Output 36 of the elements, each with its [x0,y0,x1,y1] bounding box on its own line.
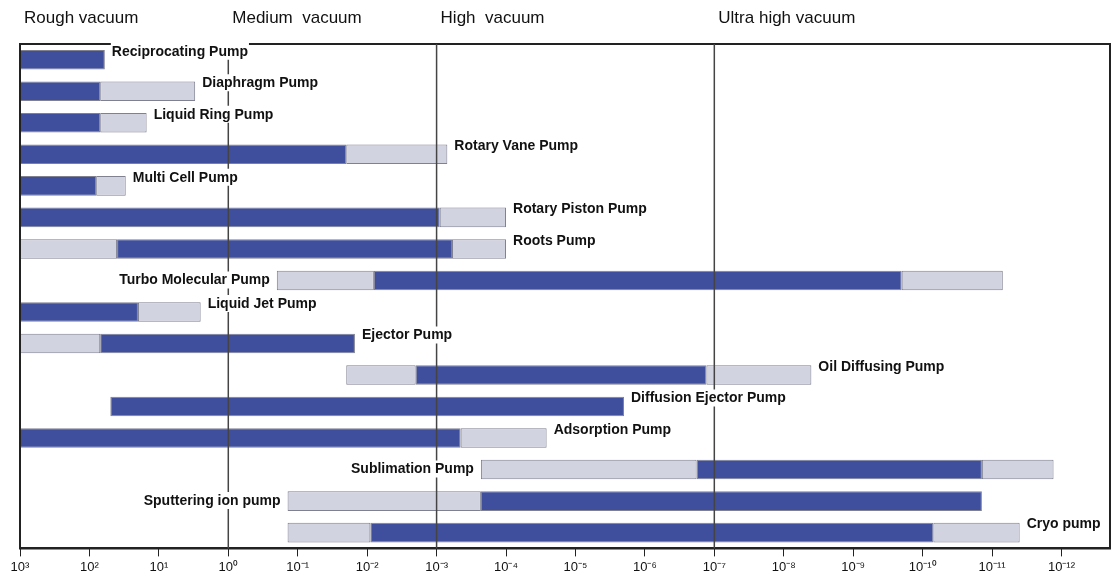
y-tick-label: Reciprocating Pump [111,42,248,59]
y-tick-label: Multi Cell Pump [132,168,238,185]
x-tick-label: 10⁻³ [425,558,449,574]
x-tick-label: 10⁻⁷ [702,558,727,574]
x-tick-label: 10⁻⁵ [563,558,588,574]
y-tick-label: Diffusion Ejector Pump [630,389,786,406]
y-tick-label: Ejector Pump [361,326,453,343]
y-tick-label: Sputtering ion pump [143,491,281,508]
y-tick-label: Sublimation Pump [351,460,474,477]
y-tick-label: Liquid Ring Pump [153,105,274,122]
text: Ultra high vacuum [718,7,856,27]
x-tick-label: 10⁻¹¹ [978,558,1007,574]
x-tick-label: 10⁻² [355,558,380,574]
text: Rough vacuum [24,7,139,27]
x-tick-label: 10⁻⁴ [494,558,519,574]
text: High vacuum [440,7,545,27]
y-tick-label: Rotary Vane Pump [454,137,579,154]
y-tick-label: Liquid Jet Pump [207,294,317,311]
x-tick-label: 10⁻¹⁰ [908,558,937,574]
y-tick-label: Diaphragm Pump [202,74,319,91]
text: Medium vacuum [232,7,362,27]
y-tick-label: Cryo pump [1026,515,1101,532]
y-tick-label: Turbo Molecular Pump [119,271,270,288]
y-tick-label: Adsorption Pump [553,420,672,437]
y-tick-label: Oil Diffusing Pump [818,357,945,374]
x-tick-label: 10¹ [149,558,169,574]
x-tick-label: 10² [80,558,100,574]
y-tick-label: Roots Pump [513,231,596,248]
x-tick-label: 10⁻¹ [286,558,310,574]
x-tick-label: 10⁻⁶ [632,558,657,574]
y-tick-label: Rotary Piston Pump [513,200,647,217]
x-tick-label: 10⁰ [218,558,239,574]
x-tick-label: 10³ [10,558,31,574]
x-tick-label: 10⁻⁸ [771,558,796,574]
x-tick-label: 10⁻⁹ [841,558,866,574]
x-tick-label: 10⁻¹² [1047,558,1076,574]
